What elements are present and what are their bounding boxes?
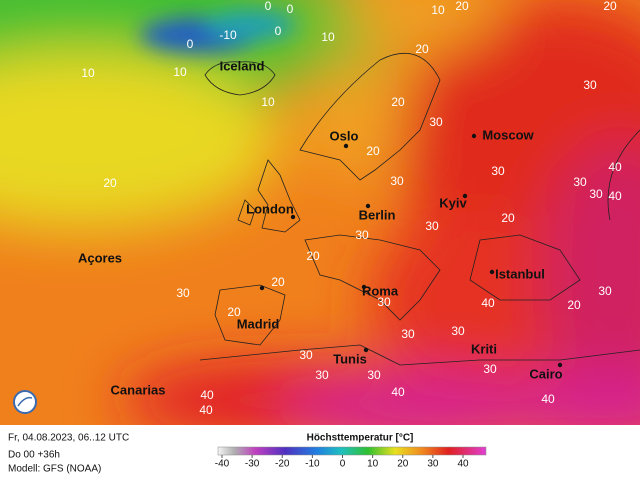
- colorbar: [217, 446, 487, 456]
- contour-label: 20: [366, 144, 380, 158]
- city-label: Açores: [78, 250, 122, 265]
- contour-label: 0: [187, 37, 194, 51]
- colorbar-tick-label: 40: [457, 459, 469, 470]
- city-label: Iceland: [220, 58, 265, 73]
- contour-label: 30: [429, 115, 443, 129]
- city-dot: [489, 269, 495, 275]
- contour-label: 30: [367, 368, 381, 382]
- contour-label: 40: [608, 189, 622, 203]
- run: Do 00 +36h: [8, 450, 60, 461]
- contour-label: 30: [176, 286, 190, 300]
- contour-label: 10: [81, 66, 95, 80]
- contour-label: 20: [567, 298, 581, 312]
- contour-label: 30: [425, 219, 439, 233]
- colorbar-title: Höchsttemperatur [°C]: [307, 433, 414, 444]
- contour-label: 40: [541, 392, 555, 406]
- contour-label: 40: [481, 296, 495, 310]
- contour-label: 30: [451, 324, 465, 338]
- colorbar-tick-label: 20: [397, 459, 409, 470]
- colorbar-tick-label: -30: [245, 459, 260, 470]
- contour-label: 30: [377, 295, 391, 309]
- contour-label: 40: [608, 160, 622, 174]
- city-dot: [462, 193, 468, 199]
- city-dot: [363, 347, 369, 353]
- contour-label: 0: [265, 0, 272, 13]
- contour-label: 20: [306, 249, 320, 263]
- contour-label: 20: [415, 42, 429, 56]
- coastlines: [199, 52, 640, 366]
- contour-label: 20: [271, 275, 285, 289]
- contour-label: 30: [299, 348, 313, 362]
- city-dot: [259, 285, 265, 291]
- city-label: Oslo: [330, 128, 359, 143]
- contour-label: 20: [103, 176, 117, 190]
- contour-label: 30: [390, 174, 404, 188]
- contour-label: 20: [603, 0, 617, 13]
- city-dot: [557, 362, 563, 368]
- contour-label: 20: [227, 305, 241, 319]
- logo: [13, 390, 37, 414]
- contour-label: 30: [483, 362, 497, 376]
- contour-label: 30: [355, 228, 369, 242]
- contour-label: 40: [391, 385, 405, 399]
- contour-label: 10: [261, 95, 275, 109]
- city-label: Roma: [362, 283, 399, 298]
- city-dot: [471, 133, 477, 139]
- contour-label: 40: [200, 388, 214, 402]
- colorbar-tick-label: 0: [340, 459, 346, 470]
- colorbar-tick-label: -10: [305, 459, 320, 470]
- colorbar-tick-label: -40: [215, 459, 230, 470]
- contour-label: 30: [401, 327, 415, 341]
- city-label: Cairo: [529, 366, 562, 381]
- colorbar-tick-label: -20: [275, 459, 290, 470]
- city-dot: [365, 203, 371, 209]
- contour-label: 30: [573, 175, 587, 189]
- contour-label: 10: [173, 65, 187, 79]
- contour-label: 30: [583, 78, 597, 92]
- contour-label: 20: [391, 95, 405, 109]
- city-dot: [361, 284, 367, 290]
- contour-label: 30: [315, 368, 329, 382]
- colorbar-tick-label: 30: [427, 459, 439, 470]
- contour-label: 10: [431, 3, 445, 17]
- colorbar-tick-label: 10: [367, 459, 379, 470]
- city-dot: [290, 214, 296, 220]
- contour-label: 30: [598, 284, 612, 298]
- contour-label: 40: [199, 403, 213, 417]
- contour-label: 20: [455, 0, 469, 13]
- contour-label: 30: [491, 164, 505, 178]
- contour-label: -10: [219, 28, 237, 42]
- city-label: Madrid: [237, 316, 280, 331]
- date: Fr, 04.08.2023, 06..12 UTC: [8, 433, 129, 444]
- city-label: Moscow: [482, 127, 534, 142]
- city-label: Canarias: [111, 382, 166, 397]
- contour-label: 20: [501, 211, 515, 225]
- city-label: Tunis: [333, 351, 367, 366]
- contour-label: 10: [321, 30, 335, 44]
- city-label: Kyiv: [439, 195, 467, 210]
- city-label: Kriti: [471, 341, 497, 356]
- contour-label: 0: [275, 24, 282, 38]
- model: Modell: GFS (NOAA): [8, 464, 101, 475]
- city-dot: [343, 143, 349, 149]
- contour-label: 0: [287, 2, 294, 16]
- contour-label: 30: [589, 187, 603, 201]
- city-label: London: [246, 201, 294, 216]
- city-label: Istanbul: [495, 266, 545, 281]
- city-label: Berlin: [359, 207, 396, 222]
- temperature-field: [0, 0, 640, 425]
